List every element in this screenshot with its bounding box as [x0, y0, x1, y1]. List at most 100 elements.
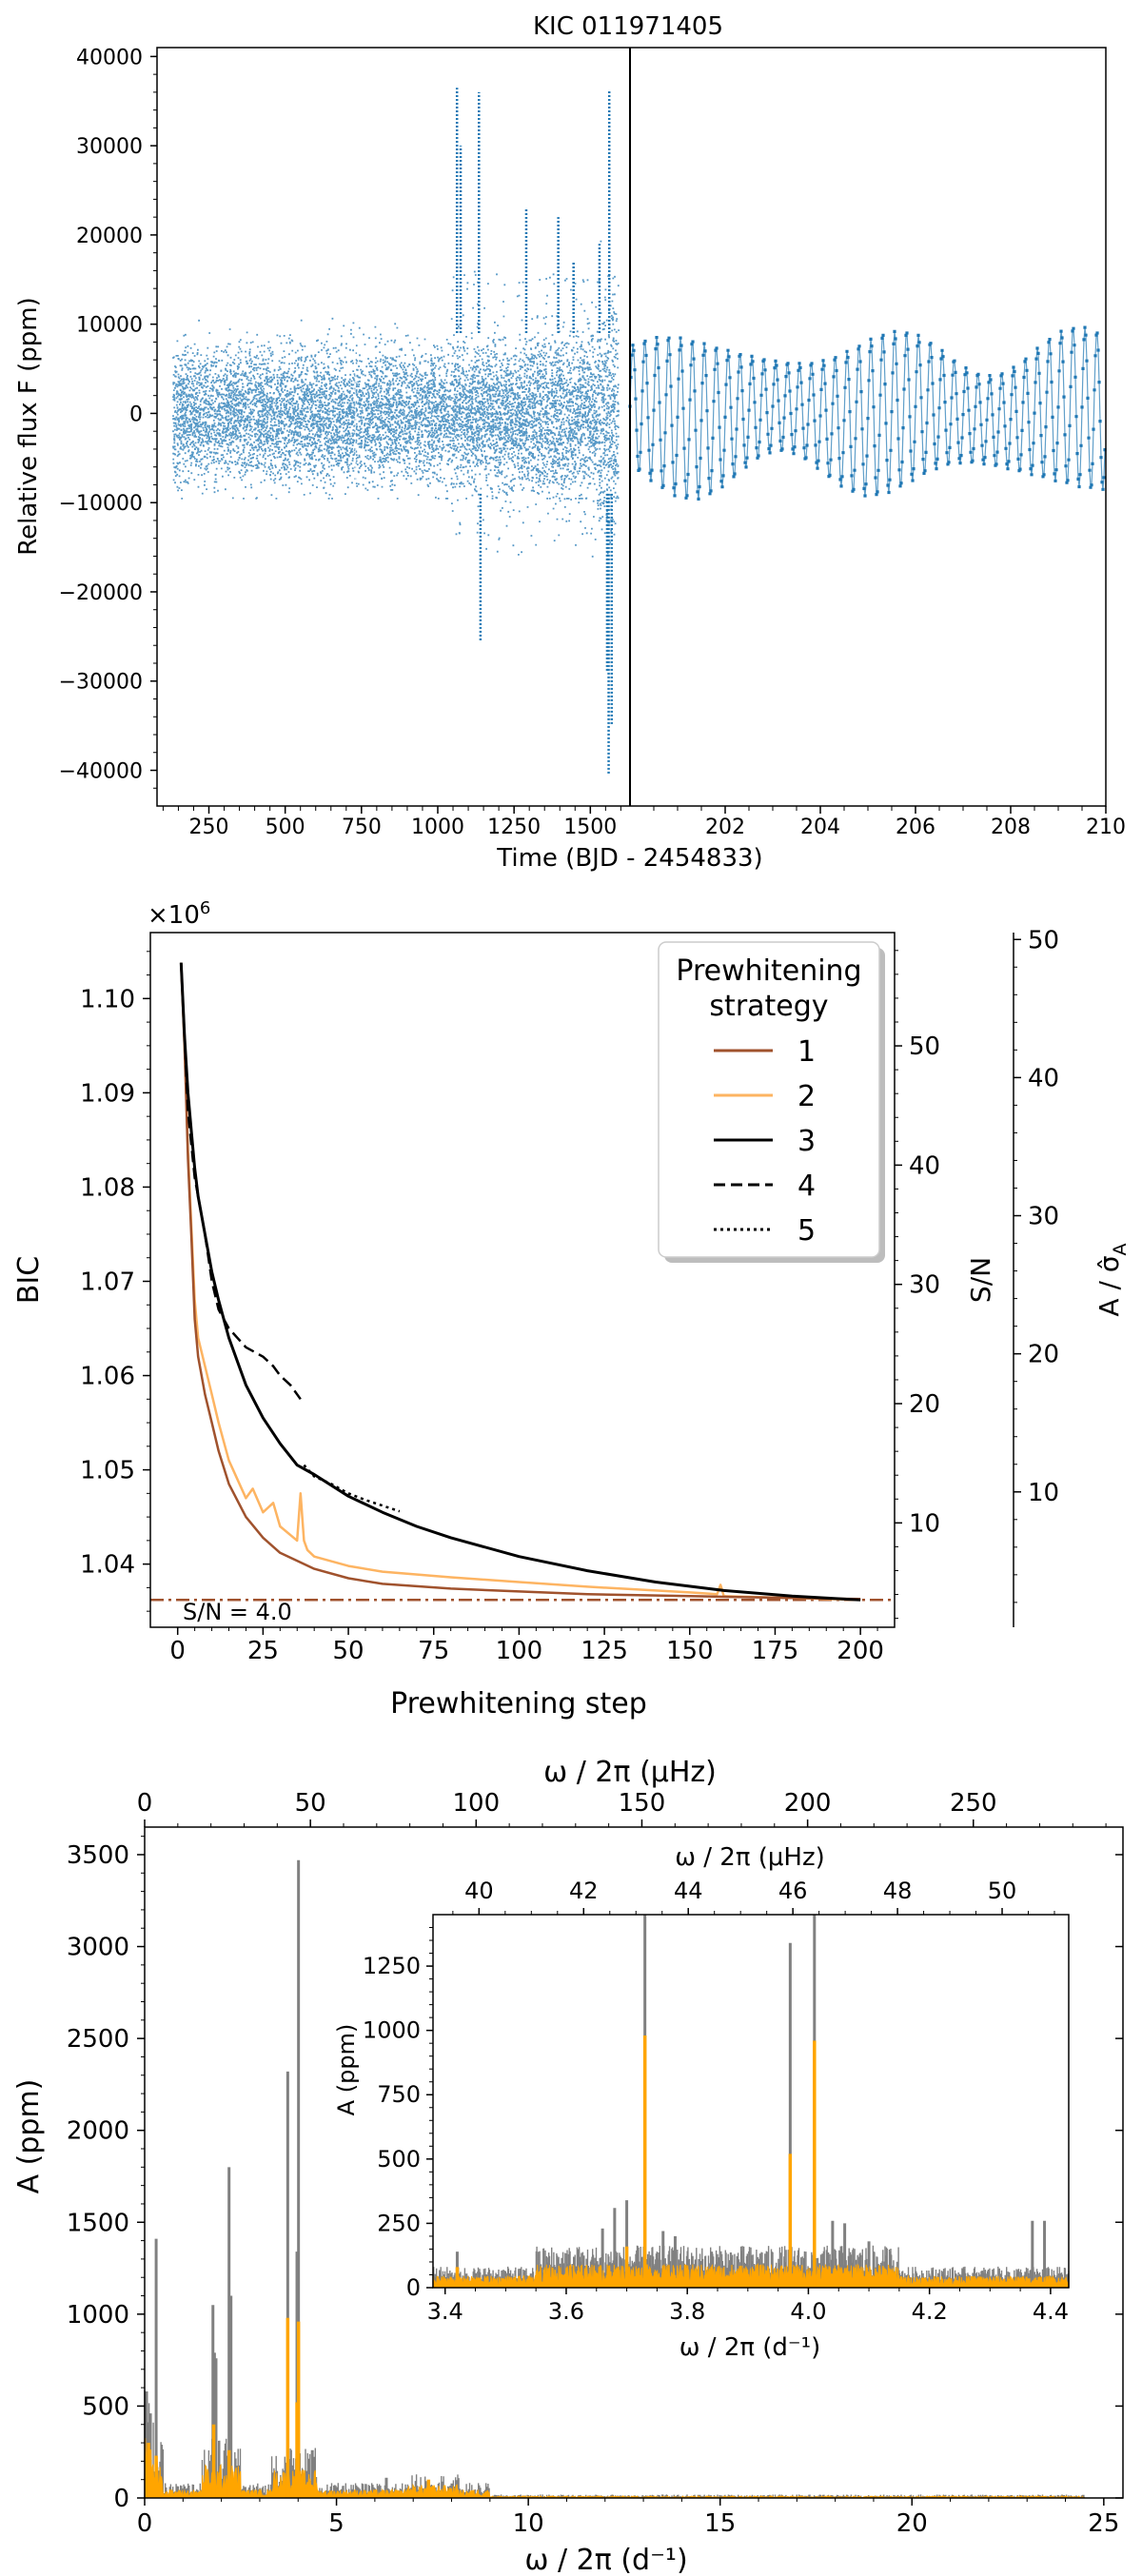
- inset-orange-noise: [432, 2262, 1070, 2289]
- periodogram-xtick-label: 10: [513, 2509, 544, 2538]
- inset-data: [432, 1915, 1070, 2289]
- periodogram-top-xtick-label: 50: [295, 1789, 326, 1818]
- inset-xlabel: ω / 2π (d⁻¹): [679, 2333, 820, 2362]
- a-axis-tick-label: 10: [1028, 1479, 1059, 1507]
- bic-ytick-label: 1.09: [80, 1079, 135, 1108]
- legend-label-2: 2: [797, 1080, 816, 1113]
- sn-tick-label: 50: [909, 1032, 940, 1061]
- lightcurve-xtick-label: 204: [800, 816, 840, 839]
- sn-tick-label: 40: [909, 1151, 940, 1180]
- periodogram-ytick-label: 1000: [67, 2301, 129, 2330]
- bic-multiplier: ×106: [148, 898, 210, 930]
- periodogram-orange-noise: [144, 2438, 1086, 2499]
- bic-xtick-label: 200: [837, 1637, 884, 1665]
- bic-ytick-label: 1.04: [80, 1551, 135, 1580]
- legend-entries: 1 2 3 4 5: [714, 1035, 816, 1248]
- bic-xtick-label: 100: [496, 1637, 543, 1665]
- inset-xticks: 3.4 3.6 3.8 4.0 4.2 4.4: [427, 2288, 1069, 2325]
- lightcurve-right-data: [628, 325, 1107, 501]
- sn-tick-label: 10: [909, 1509, 940, 1538]
- lightcurve-xtick-label: 208: [991, 816, 1031, 839]
- lightcurve-xtick-label: 500: [266, 816, 305, 839]
- inset-xtick-label: 3.6: [548, 2298, 584, 2325]
- periodogram-xtick-label: 5: [328, 2509, 345, 2538]
- lightcurve-ytick-label: 10000: [76, 314, 143, 338]
- bic-series-line-2: [180, 962, 861, 1602]
- inset-background: [433, 1915, 1069, 2288]
- periodogram-ytick-label: 0: [113, 2485, 129, 2513]
- a-axis-tick-label: 40: [1028, 1064, 1059, 1092]
- bic-multiplier-exponent: 6: [200, 898, 210, 918]
- lightcurve-ytick-label: −40000: [59, 759, 143, 783]
- lightcurve-xlabel: Time (BJD - 2454833): [496, 844, 762, 873]
- legend-label-3: 3: [797, 1125, 816, 1158]
- inset-panel: 0 250 500 750 1000 1250 3.4 3.6 3.8 4.0 4.2 4.4 40…: [333, 1843, 1070, 2362]
- lightcurve-xtick-label: 210: [1086, 816, 1126, 839]
- periodogram-axes-frame: [144, 1826, 1124, 2499]
- bic-multiplier-base: ×10: [148, 901, 200, 930]
- inset-xtick-label: 4.4: [1033, 2298, 1069, 2325]
- legend-title-line1: Prewhitening: [676, 954, 861, 988]
- bic-series-line-4: [180, 962, 302, 1401]
- inset-ytick-label: 0: [406, 2274, 421, 2301]
- periodogram-ytick-label: 500: [82, 2392, 129, 2421]
- periodogram-ytick-label: 1500: [67, 2209, 129, 2237]
- periodogram-ylabel: A (ppm): [12, 2079, 46, 2194]
- lightcurve-scatter-points: [172, 240, 620, 558]
- lightcurve-xticks-right: 202 204 206 208 210: [653, 806, 1126, 839]
- inset-xtick-label: 3.4: [427, 2298, 463, 2325]
- a-over-sigma-axis: 50 40 30 20 10: [1013, 926, 1059, 1627]
- periodogram-xtick-label: 20: [896, 2509, 928, 2538]
- lightcurve-ytick-label: −10000: [59, 492, 143, 516]
- inset-ytick-label: 1250: [363, 1953, 421, 1979]
- a-axis-label: A / σ̂A: [1093, 1243, 1131, 1316]
- lightcurve-axes-frame: [156, 47, 1107, 807]
- lightcurve-left-data: [172, 88, 620, 776]
- a-axis-tick-label: 30: [1028, 1203, 1059, 1231]
- periodogram-top-xtick-label: 250: [950, 1789, 997, 1818]
- legend-label-4: 4: [797, 1170, 816, 1203]
- inset-xtick-label: 4.0: [790, 2298, 826, 2325]
- bic-legend: Prewhitening strategy 1 2 3 4 5: [658, 941, 885, 1263]
- bic-panel: 1.101.091.081.071.061.051.04 0 25 50 75 100 1…: [12, 898, 1131, 1721]
- bic-xticks: 0 25 50 75 100 125 150 175 200: [169, 1627, 884, 1665]
- periodogram-xtick-label: 0: [137, 2509, 153, 2538]
- bic-xtick-label: 25: [247, 1637, 279, 1665]
- inset-top-xtick-label: 44: [674, 1878, 703, 1904]
- inset-xtick-label: 3.8: [669, 2298, 705, 2325]
- bic-yticks: 1.10 1.09 1.08 1.07 1.06 1.05 1.04: [80, 951, 150, 1612]
- a-axis-tick-label: 50: [1028, 926, 1059, 954]
- lightcurve-zoom-points: [628, 325, 1107, 501]
- bic-series-group: [150, 962, 895, 1602]
- bic-series-line-1: [180, 962, 861, 1601]
- legend-box: [658, 941, 880, 1258]
- sn-axis-label: S/N: [965, 1257, 996, 1303]
- bic-ytick-label: 1.08: [80, 1173, 135, 1202]
- inset-top-xlabel: ω / 2π (μHz): [675, 1843, 825, 1872]
- sn-tick-label: 30: [909, 1271, 940, 1300]
- inset-axes-frame: [432, 1914, 1070, 2289]
- inset-top-xtick-label: 48: [883, 1878, 913, 1904]
- bic-xtick-label: 125: [581, 1637, 628, 1665]
- legend-label-5: 5: [797, 1214, 816, 1248]
- periodogram-top-xlabel: ω / 2π (μHz): [543, 1756, 717, 1789]
- bic-xtick-label: 0: [169, 1637, 186, 1665]
- bic-xtick-label: 75: [418, 1637, 449, 1665]
- lightcurve-ytick-label: 40000: [76, 46, 143, 69]
- bic-xtick-label: 50: [333, 1637, 364, 1665]
- periodogram-top-xtick-label: 0: [137, 1789, 153, 1818]
- periodogram-ytick-label: 3500: [67, 1841, 129, 1870]
- lightcurve-xtick-label: 750: [342, 816, 382, 839]
- bic-xlabel: Prewhitening step: [390, 1687, 647, 1721]
- bic-axes-frame: [149, 932, 896, 1628]
- lightcurve-xtick-label: 1250: [487, 816, 541, 839]
- periodogram-top-xtick-label: 200: [784, 1789, 832, 1818]
- bic-series-line-5: [303, 1464, 401, 1513]
- inset-ylabel: A (ppm): [333, 2024, 360, 2116]
- inset-top-xtick-label: 46: [778, 1878, 808, 1904]
- lightcurve-title: KIC 011971405: [533, 12, 723, 41]
- inset-top-xtick-label: 42: [569, 1878, 599, 1904]
